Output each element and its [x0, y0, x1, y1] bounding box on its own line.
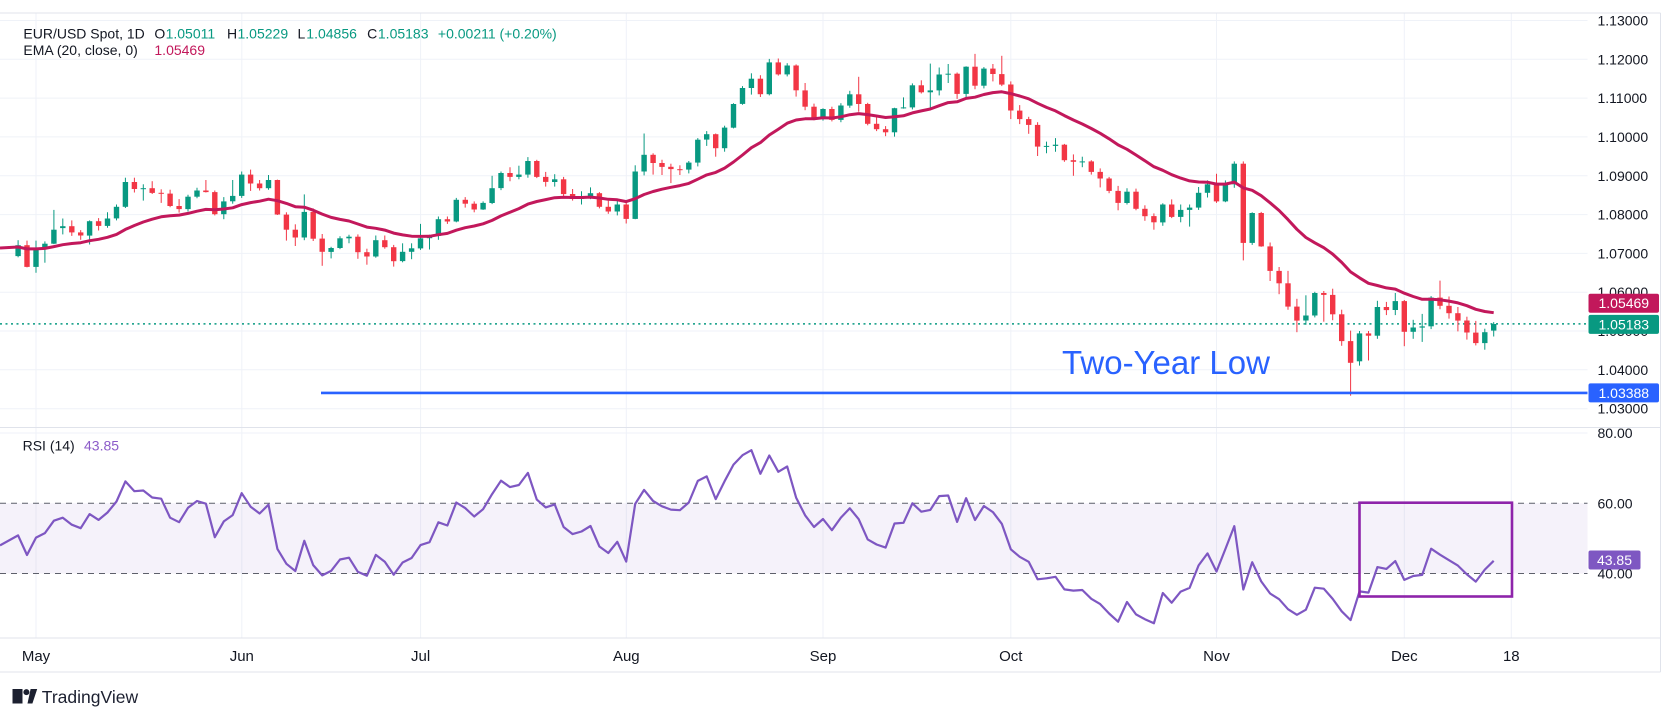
- svg-text:18: 18: [1503, 648, 1520, 665]
- svg-text:Two-Year Low: Two-Year Low: [1062, 344, 1270, 381]
- svg-text:Dec: Dec: [1391, 648, 1418, 665]
- svg-text:1.04000: 1.04000: [1598, 362, 1649, 378]
- svg-text:Jun: Jun: [230, 648, 254, 665]
- svg-text:Jul: Jul: [411, 648, 430, 665]
- svg-text:1.12000: 1.12000: [1598, 51, 1649, 67]
- svg-text:Oct: Oct: [999, 648, 1023, 665]
- svg-text:1.05183: 1.05183: [1598, 316, 1649, 332]
- svg-text:1.05469: 1.05469: [1598, 295, 1649, 311]
- svg-text:1.10000: 1.10000: [1598, 129, 1649, 145]
- svg-text:43.85: 43.85: [1597, 552, 1632, 568]
- svg-text:1.13000: 1.13000: [1598, 13, 1649, 29]
- svg-text:Sep: Sep: [810, 648, 837, 665]
- svg-text:60.00: 60.00: [1598, 495, 1633, 511]
- svg-text:1.03000: 1.03000: [1598, 401, 1649, 417]
- svg-text:Nov: Nov: [1203, 648, 1230, 665]
- svg-text:Aug: Aug: [613, 648, 640, 665]
- svg-text:1.03388: 1.03388: [1598, 385, 1649, 401]
- svg-text:1.11000: 1.11000: [1598, 90, 1648, 106]
- svg-text:1.08000: 1.08000: [1598, 207, 1649, 223]
- svg-text:80.00: 80.00: [1598, 425, 1633, 441]
- svg-text:1.09000: 1.09000: [1598, 168, 1649, 184]
- svg-text:RSI (14)43.85: RSI (14) 43.85: [23, 438, 120, 454]
- svg-text:TradingView: TradingView: [42, 687, 139, 707]
- svg-text:EMA (20, close, 0)1.05469: EMA (20, close, 0) 1.05469: [23, 42, 205, 58]
- svg-text:1.07000: 1.07000: [1598, 245, 1649, 261]
- svg-text:May: May: [22, 648, 51, 665]
